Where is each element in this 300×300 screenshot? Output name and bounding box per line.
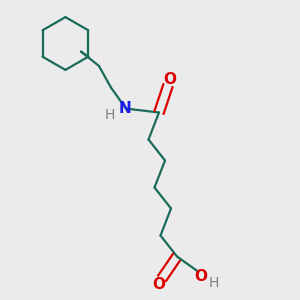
Text: O: O	[152, 277, 165, 292]
Text: N: N	[119, 101, 132, 116]
Text: O: O	[194, 269, 208, 284]
Text: H: H	[208, 276, 219, 289]
Text: H: H	[105, 108, 115, 122]
Text: O: O	[164, 72, 177, 87]
